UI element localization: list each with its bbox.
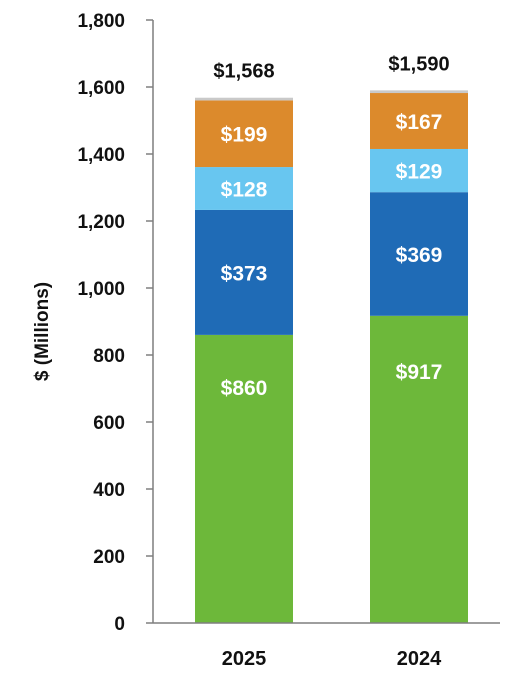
- y-tick-label: 1,800: [77, 11, 125, 32]
- x-axis: 2025 2024: [153, 622, 500, 670]
- y-axis-title: $ (Millions): [32, 282, 53, 381]
- segment-value-label: $129: [396, 161, 443, 184]
- bars: $860 $373 $128 $199 $1,568 $917 $369 $129 $167 $1…: [195, 53, 468, 623]
- y-tick-label: 1,400: [77, 145, 125, 166]
- segment-value-label: $128: [221, 179, 268, 202]
- y-tick-label: 600: [93, 413, 125, 434]
- bar-segment: [195, 167, 293, 210]
- y-tick-label: 1,200: [77, 212, 125, 233]
- y-tick-label: 1,000: [77, 279, 125, 300]
- bar-total-label: $1,590: [388, 53, 449, 75]
- y-tick-label: 0: [114, 614, 125, 635]
- x-category-label: 2025: [222, 648, 267, 670]
- bar-segment: [370, 93, 468, 149]
- segment-value-label: $373: [221, 262, 268, 285]
- bar-total-label: $1,568: [213, 61, 274, 83]
- bar-segment: [370, 90, 468, 94]
- bar-segment: [370, 192, 468, 316]
- y-tick-label: 1,600: [77, 78, 125, 99]
- y-axis: 0 200 400 600 800 1,000 1,200 1,400 1,600 1,800: [77, 11, 154, 635]
- segment-value-label: $167: [396, 111, 443, 134]
- segment-value-label: $917: [396, 361, 443, 384]
- bar-segment: [195, 100, 293, 168]
- segment-value-label: $369: [396, 244, 443, 267]
- segment-value-label: $199: [221, 124, 268, 147]
- bar-segment: [195, 209, 293, 335]
- bar-segment: [195, 97, 293, 101]
- bar-segment: [370, 315, 468, 623]
- y-tick-label: 400: [93, 480, 125, 501]
- y-tick-label: 800: [93, 346, 125, 367]
- bar-segment: [195, 334, 293, 623]
- x-category-label: 2024: [397, 648, 442, 670]
- y-tick-label: 200: [93, 547, 125, 568]
- bar-segment: [370, 148, 468, 193]
- segment-value-label: $860: [221, 377, 268, 400]
